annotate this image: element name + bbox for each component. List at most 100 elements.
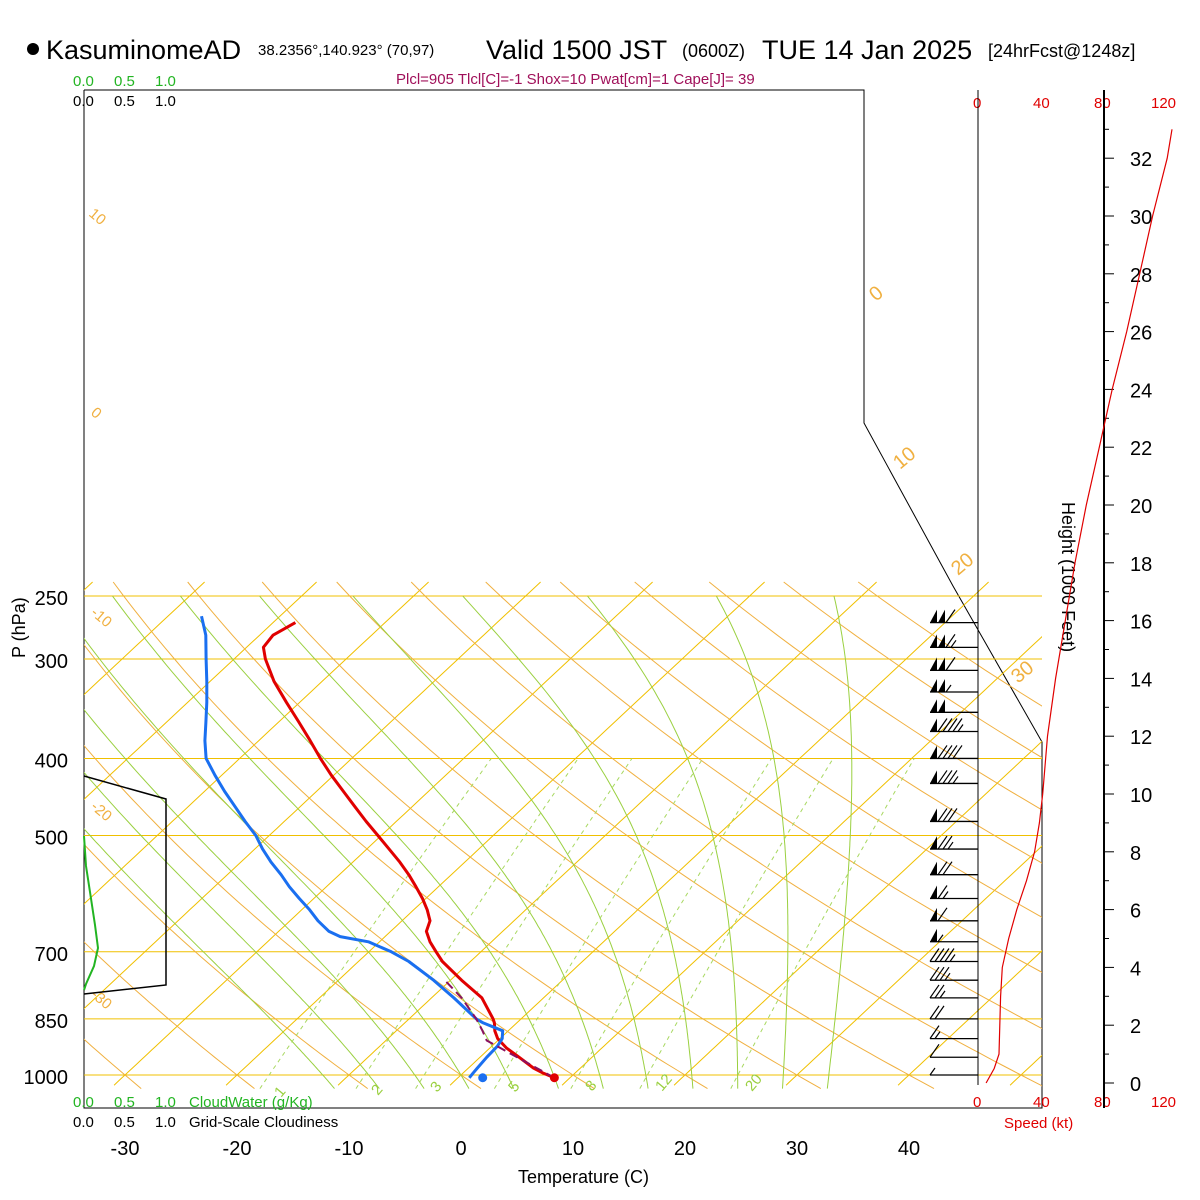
height-tick-label: 28 <box>1130 265 1152 287</box>
cloudiness-bottom-1: 0.5 <box>114 1114 135 1131</box>
mixing-ratio-label: 5 <box>505 1078 523 1095</box>
dry-adiabat-line <box>84 843 368 1090</box>
station-name: KasuminomeAD <box>46 35 241 65</box>
height-tick-label: 24 <box>1130 380 1152 402</box>
cloudwater-bottom-0: 0.0 <box>73 1094 94 1111</box>
cloudiness-scale-0: 0.0 <box>73 93 94 110</box>
wind-barb-flag <box>929 984 940 999</box>
wind-barb-pennant <box>930 885 937 899</box>
dry-adiabat-line <box>84 941 255 1089</box>
wind-barb-flag <box>937 861 948 876</box>
height-tick-label: 26 <box>1130 323 1152 345</box>
pressure-tick-label: 850 <box>35 1011 68 1033</box>
sounding-indices: Plcl=905 Tlcl[C]=-1 Shox=10 Pwat[cm]=1 C… <box>396 71 755 88</box>
utc-time: (0600Z) <box>682 41 745 61</box>
isotherm-line <box>225 581 765 1086</box>
wind-barb-flag <box>937 808 948 822</box>
wind-barb-half-flag <box>942 891 949 899</box>
dry-adiabat-line <box>84 744 482 1090</box>
temperature-tick-label: 40 <box>898 1138 920 1160</box>
forecast-info: [24hrFcst@1248z] <box>988 41 1135 61</box>
speed-axis: 0 40 80 120 0 40 80 120 Speed (kt) <box>973 95 1176 1132</box>
plot-frame <box>83 89 1043 1109</box>
wind-barb-pennant <box>930 657 937 671</box>
wind-barb-flag <box>942 835 953 850</box>
speed-tick-top-80: 80 <box>1094 95 1111 112</box>
wind-barb-half-flag <box>937 934 944 943</box>
mixing-ratio-label: 8 <box>582 1077 600 1094</box>
cloudiness-label: Grid-Scale Cloudiness <box>189 1114 338 1131</box>
temperature-tick-label: -10 <box>335 1138 364 1160</box>
valid-time: Valid 1500 JST <box>486 35 667 65</box>
cloudwater-scale-1: 0.5 <box>114 73 135 90</box>
pressure-tick-label: 1000 <box>24 1067 69 1089</box>
wind-barb-flag <box>937 835 948 850</box>
wind-barb-flag <box>929 1025 940 1039</box>
wind-barb-pennant <box>930 699 937 713</box>
moist-adiabat-line <box>180 595 559 1089</box>
height-tick-label: 8 <box>1130 843 1141 865</box>
wind-barb-flag <box>952 718 963 732</box>
wind-barb-flag <box>942 745 953 759</box>
temperature-tick-label: 10 <box>562 1138 584 1160</box>
mixing-ratio-label: 2 <box>368 1081 386 1098</box>
dry-adiabat-line <box>336 581 1042 1087</box>
isotherm-line <box>84 581 541 1010</box>
cloud-scale-bottom: 0.0 0.5 1.0 CloudWater (g/Kg) 0.0 0.5 1.… <box>73 1094 338 1131</box>
wind-barb-pennant <box>930 745 937 759</box>
dry-adiabat-label: 0 <box>87 404 104 422</box>
speed-tick-top-120: 120 <box>1151 95 1176 112</box>
wind-barb-flag <box>937 885 948 899</box>
moist-adiabat-line <box>84 771 380 1089</box>
dry-adiabat-label: -10 <box>87 604 115 631</box>
wind-barb-flag <box>947 808 958 822</box>
wind-barb-pennant <box>930 634 937 648</box>
station-dot-icon <box>27 43 39 55</box>
isotherm-line <box>673 740 1042 1086</box>
dry-adiabat-label: 10 <box>85 205 109 229</box>
wind-barb-flag <box>939 966 950 981</box>
cloudwater-profile <box>83 835 100 991</box>
wind-barb-half-flag <box>952 776 959 784</box>
isotherm-line <box>84 581 317 800</box>
grid-layer <box>84 581 1042 1090</box>
mixing-ratio-label: 12 <box>652 1071 676 1095</box>
wind-barb-half-flag <box>950 639 957 648</box>
wind-barb-half-flag <box>949 954 956 962</box>
isotherm-line <box>449 581 989 1086</box>
dewpoint-surface-marker <box>478 1073 488 1083</box>
moist-adiabat-line <box>84 637 470 1089</box>
temperature-profile <box>261 621 555 1080</box>
mixing-ratio-line <box>415 758 633 1089</box>
wind-barb-half-flag <box>945 684 952 693</box>
wind-barb-pennant <box>930 836 937 850</box>
height-tick-label: 12 <box>1130 727 1152 749</box>
wind-barb-flag <box>942 861 953 876</box>
moist-adiabat-label: 20 <box>947 549 978 580</box>
dry-adiabat-line <box>84 1038 142 1089</box>
wind-barb-pennant <box>930 718 937 732</box>
wind-barb-flag <box>929 966 940 981</box>
mixing-ratio-line <box>493 758 704 1089</box>
wind-barb-flag <box>929 948 940 962</box>
moist-adiabat-label: 30 <box>1007 657 1038 688</box>
moist-adiabat-label: 0 <box>865 282 888 306</box>
moist-adiabat-label: 10 <box>889 443 920 474</box>
height-tick-label: 32 <box>1130 149 1152 171</box>
moist-adiabat-line <box>352 595 649 1089</box>
wind-barb-pennant <box>930 861 937 875</box>
wind-barb-flag <box>929 1043 940 1058</box>
pressure-axis-label: P (hPa) <box>9 597 29 658</box>
wind-barb-flag <box>937 907 948 922</box>
cloud-scale-top: 0.0 0.5 1.0 0.0 0.5 1.0 <box>73 73 176 110</box>
isotherm-line <box>785 845 1042 1086</box>
cloudiness-box <box>83 775 167 995</box>
moist-adiabat-line <box>259 595 604 1089</box>
height-tick-label: 0 <box>1130 1074 1141 1096</box>
height-tick-label: 6 <box>1130 901 1141 923</box>
wind-barb-half-flag <box>929 1067 936 1076</box>
dry-adiabat-line <box>634 581 1042 864</box>
height-tick-label: 10 <box>1130 785 1152 807</box>
